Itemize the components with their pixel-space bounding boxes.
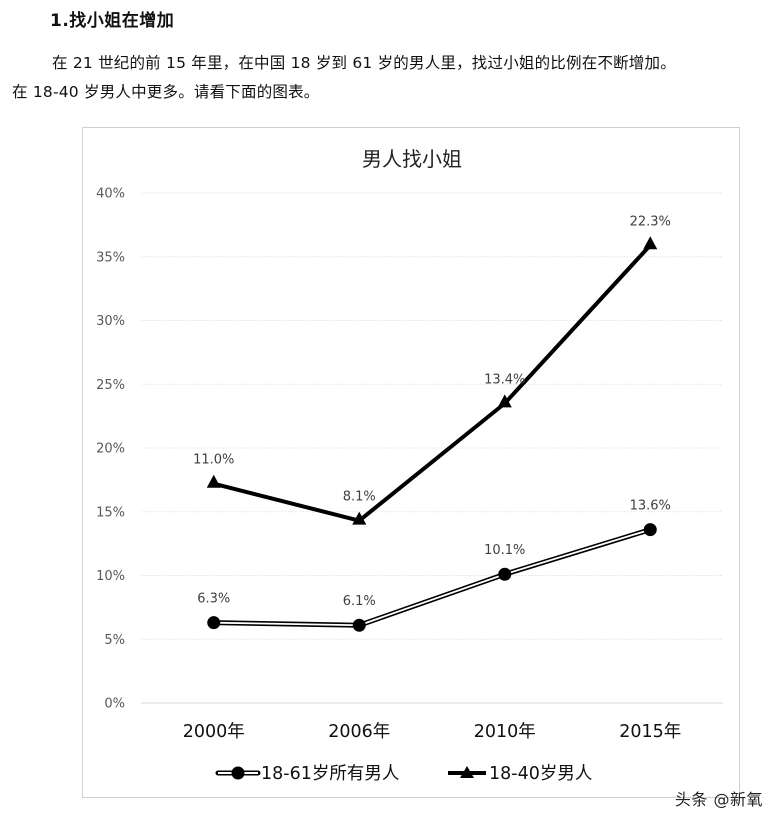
legend: 18-61岁所有男人 18-40岁男人: [215, 764, 592, 784]
data-label: 10.1%: [484, 543, 525, 558]
y-tick-label: 0%: [104, 697, 125, 712]
data-label: 22.3%: [630, 214, 671, 229]
series-line-all-men: [213, 527, 651, 628]
x-tick-label: 2010年: [474, 722, 536, 742]
circle-marker-icon: [231, 766, 245, 780]
series-lines: [206, 236, 658, 632]
line-chart: 男人找小姐 0% 5% 10% 15% 20% 25% 30% 35% 40% 2000年 200…: [82, 127, 740, 798]
y-tick-label: 35%: [96, 250, 125, 265]
x-tick-label: 2006年: [328, 722, 390, 742]
legend-label-young-men: 18-40岁男人: [489, 764, 592, 784]
data-label: 8.1%: [343, 490, 376, 505]
data-label: 6.3%: [197, 592, 230, 607]
circle-marker-icon: [643, 523, 657, 537]
circle-marker-icon: [498, 567, 512, 581]
triangle-marker-icon: [497, 394, 512, 408]
paragraph-line-1: 在 21 世纪的前 15 年里，在中国 18 岁到 61 岁的男人里，找过小姐的…: [52, 54, 676, 72]
y-tick-label: 30%: [96, 314, 125, 329]
chart-title: 男人找小姐: [362, 147, 462, 171]
section-heading: 1.找小姐在增加: [50, 11, 175, 31]
y-tick-label: 15%: [96, 505, 125, 520]
gridlines: [141, 192, 723, 704]
y-tick-label: 40%: [96, 187, 125, 202]
triangle-marker-icon: [352, 511, 367, 525]
x-tick-label: 2015年: [619, 722, 681, 742]
legend-item-all-men[interactable]: 18-61岁所有男人: [215, 764, 399, 784]
triangle-marker-icon: [206, 474, 221, 488]
triangle-marker-icon: [643, 236, 658, 250]
x-axis-ticks: 2000年 2006年 2010年 2015年: [183, 722, 682, 742]
y-axis-ticks: 0% 5% 10% 15% 20% 25% 30% 35% 40%: [96, 187, 125, 712]
data-label: 13.6%: [630, 499, 671, 514]
legend-label-all-men: 18-61岁所有男人: [261, 764, 399, 784]
data-label: 11.0%: [193, 453, 234, 468]
y-tick-label: 10%: [96, 569, 125, 584]
y-tick-label: 20%: [96, 442, 125, 457]
paragraph-line-2: 在 18-40 岁男人中更多。请看下面的图表。: [12, 83, 320, 101]
series-line-young-men: [213, 243, 652, 523]
triangle-marker-icon: [460, 766, 474, 778]
data-label: 13.4%: [484, 372, 525, 387]
x-tick-label: 2000年: [183, 722, 245, 742]
data-labels: 6.3% 6.1% 10.1% 13.6% 11.0% 8.1% 13.4% 22.3%: [193, 214, 671, 609]
y-tick-label: 5%: [104, 633, 125, 648]
data-label: 6.1%: [343, 594, 376, 609]
intro-paragraph: 在 21 世纪的前 15 年里，在中国 18 岁到 61 岁的男人里，找过小姐的…: [12, 49, 772, 107]
legend-item-young-men[interactable]: 18-40岁男人: [448, 764, 592, 784]
circle-marker-icon: [352, 618, 366, 632]
circle-marker-icon: [207, 616, 221, 630]
y-tick-label: 25%: [96, 378, 125, 393]
watermark: 头条 @新氧: [674, 790, 763, 809]
